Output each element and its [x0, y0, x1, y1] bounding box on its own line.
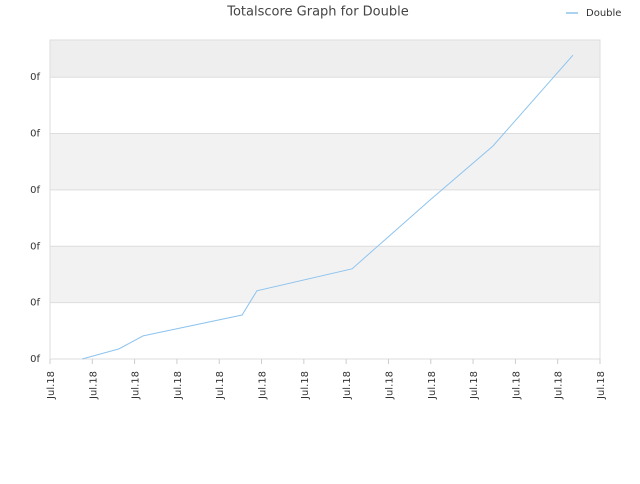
x-tick-label: Jul.18 [88, 371, 99, 400]
y-tick-label: 0f [30, 129, 40, 140]
plot-border [49, 39, 601, 360]
x-tick-label: Jul.18 [554, 371, 565, 400]
x-tick-label: Jul.18 [258, 371, 269, 400]
plot-band [50, 133, 600, 190]
plot-band [50, 246, 600, 303]
x-tick-label: Jul.18 [46, 371, 57, 400]
x-tick-label: Jul.18 [596, 371, 607, 400]
x-tick-label: Jul.18 [300, 371, 311, 400]
line-series [82, 54, 574, 360]
y-tick-label: 0f [30, 241, 40, 252]
y-tick-label: 0f [30, 354, 40, 365]
x-tick-label: Jul.18 [342, 371, 353, 400]
y-tick-label: 0f [30, 298, 40, 309]
chart-title: Totalscore Graph for Double [226, 5, 409, 20]
y-tick-label: 0f [30, 185, 40, 196]
x-tick-label: Jul.18 [469, 371, 480, 400]
x-tick-label: Jul.18 [384, 371, 395, 400]
legend-label: Double [586, 8, 621, 19]
x-tick-label: Jul.18 [173, 371, 184, 400]
x-tick-label: Jul.18 [427, 371, 438, 400]
x-tick-label: Jul.18 [215, 371, 226, 400]
x-tick-label: Jul.18 [511, 371, 522, 400]
x-tick-label: Jul.18 [131, 371, 142, 400]
y-tick-label: 0f [30, 72, 40, 83]
plot-band [50, 40, 600, 78]
